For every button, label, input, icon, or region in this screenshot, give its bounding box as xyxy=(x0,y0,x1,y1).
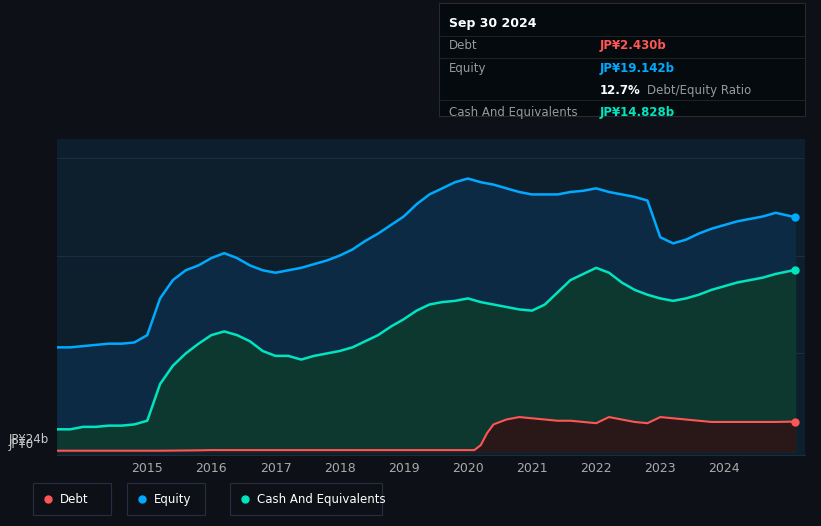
Text: Equity: Equity xyxy=(154,493,192,505)
Text: JP¥2.430b: JP¥2.430b xyxy=(599,39,666,53)
Text: JP¥19.142b: JP¥19.142b xyxy=(599,62,674,75)
Text: Sep 30 2024: Sep 30 2024 xyxy=(449,17,537,31)
Text: Cash And Equivalents: Cash And Equivalents xyxy=(257,493,386,505)
Text: Cash And Equivalents: Cash And Equivalents xyxy=(449,106,578,119)
Text: Debt: Debt xyxy=(449,39,478,53)
Text: Debt/Equity Ratio: Debt/Equity Ratio xyxy=(647,84,751,97)
Text: JP¥24b: JP¥24b xyxy=(9,433,49,446)
Text: 12.7%: 12.7% xyxy=(599,84,640,97)
Text: Equity: Equity xyxy=(449,62,487,75)
Text: JP¥14.828b: JP¥14.828b xyxy=(599,106,675,119)
Text: JP¥0: JP¥0 xyxy=(9,438,34,451)
Text: Debt: Debt xyxy=(60,493,89,505)
